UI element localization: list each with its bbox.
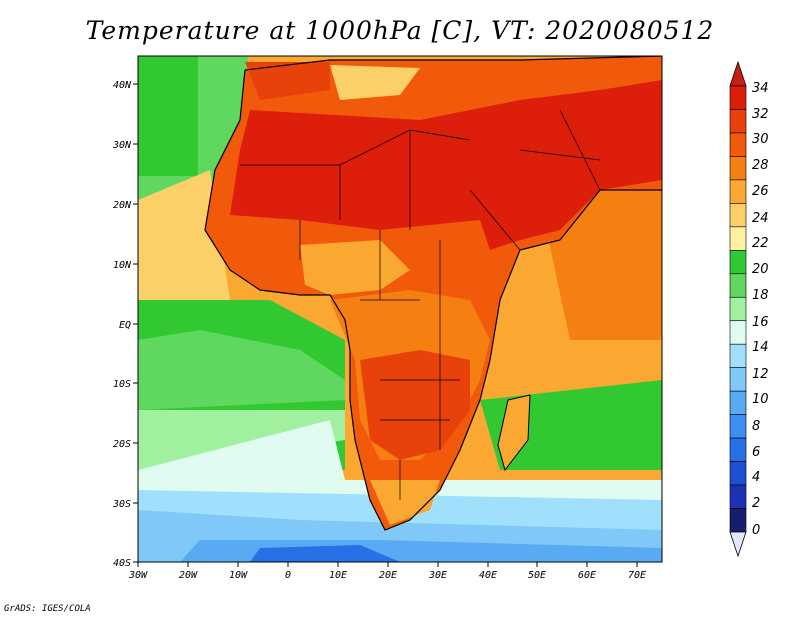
colorbar-label: 24 — [752, 211, 769, 226]
temperature-field — [138, 56, 662, 562]
map-title: Temperature at 1000hPa [C], VT: 20200805… — [85, 16, 715, 45]
colorbar-box — [729, 109, 747, 134]
colorbar-box — [729, 508, 747, 533]
madagascar — [497, 394, 531, 472]
colorbar-top-arrow — [729, 60, 747, 87]
lat-label-40s: 40S — [113, 558, 131, 569]
mediterranean-sea — [330, 65, 420, 100]
colorbar-box — [729, 226, 747, 251]
colorbar-label: 20 — [752, 262, 769, 277]
colorbar-box — [729, 367, 747, 392]
lat-ticks — [133, 83, 138, 563]
colorbar-label: 10 — [752, 392, 769, 407]
lon-label-60e: 60E — [578, 570, 596, 581]
lon-ticks — [137, 562, 638, 567]
colorbar-box — [729, 203, 747, 228]
colorbar-box — [729, 179, 747, 204]
colorbar-label: 0 — [752, 523, 760, 538]
lon-label-10e: 10E — [329, 570, 347, 581]
lat-label-10n: 10N — [113, 260, 132, 271]
lat-label-10s: 10S — [113, 379, 131, 390]
colorbar-box — [729, 320, 747, 345]
lat-label-eq: EQ — [119, 320, 131, 331]
country-borders — [240, 109, 601, 500]
sahara-arabia-hot — [230, 80, 662, 250]
lon-label-70e: 70E — [628, 570, 646, 581]
colorbar-label: 2 — [752, 496, 760, 511]
colorbar-label: 12 — [752, 367, 769, 382]
colorbar-box — [729, 461, 747, 486]
grads-credit: GrADS: IGES/COLA — [4, 604, 91, 614]
colorbar-label: 32 — [752, 107, 769, 122]
west-africa-coast — [138, 170, 230, 300]
colorbar-label: 22 — [752, 236, 769, 251]
gulf-of-guinea-land — [300, 240, 410, 295]
colorbar-boxes — [729, 85, 747, 533]
lat-label-20n: 20N — [113, 200, 132, 211]
south-atlantic-pale — [138, 410, 345, 470]
lon-label-0: 0 — [285, 570, 291, 581]
colorbar-box — [729, 343, 747, 368]
colorbar-label: 26 — [752, 184, 769, 199]
lon-label-20e: 20E — [379, 570, 397, 581]
lat-label-30s: 30S — [112, 499, 131, 510]
southern-ocean-darkblue — [250, 545, 400, 562]
colorbar-label: 4 — [752, 470, 760, 485]
map-frame — [137, 55, 663, 563]
lon-label-50e: 50E — [528, 570, 546, 581]
colorbar-bottom-arrow — [729, 531, 747, 558]
colorbar-box — [729, 85, 747, 110]
lon-label-20w: 20W — [179, 570, 198, 581]
colorbar-label: 30 — [752, 132, 769, 147]
south-atlantic-lightgreen — [138, 330, 345, 410]
colorbar-box — [729, 390, 747, 415]
southern-africa-red — [360, 350, 470, 460]
colorbar-box — [729, 484, 747, 509]
lat-label-40n: 40N — [113, 80, 132, 91]
colorbar-box — [729, 132, 747, 157]
lon-label-30e: 30E — [428, 570, 447, 581]
south-africa-land — [370, 480, 440, 525]
colorbar-label: 14 — [752, 340, 769, 355]
lat-label-30n: 30N — [112, 140, 132, 151]
colorbar-label: 18 — [752, 288, 769, 303]
iberia-land — [245, 62, 330, 100]
coastline — [204, 56, 662, 531]
colorbar-label: 8 — [752, 419, 760, 434]
colorbar-label: 16 — [752, 315, 769, 330]
lon-label-10w: 10W — [229, 570, 248, 581]
colorbar-box — [729, 273, 747, 298]
colorbar-box — [729, 296, 747, 322]
colorbar: 34 32 30 28 26 24 22 20 18 16 14 12 10 8… — [729, 60, 769, 558]
lon-label-30w: 30W — [128, 570, 148, 581]
colorbar-label: 6 — [752, 445, 760, 460]
colorbar-box — [729, 156, 747, 181]
colorbar-label: 28 — [752, 158, 769, 173]
colorbar-box — [729, 437, 747, 462]
lat-label-20s: 20S — [113, 439, 131, 450]
colorbar-box — [729, 414, 747, 439]
lon-label-40e: 40E — [479, 570, 497, 581]
colorbar-box — [729, 250, 747, 275]
atlantic-north-deepgreen — [138, 56, 198, 176]
colorbar-label: 34 — [752, 81, 769, 96]
